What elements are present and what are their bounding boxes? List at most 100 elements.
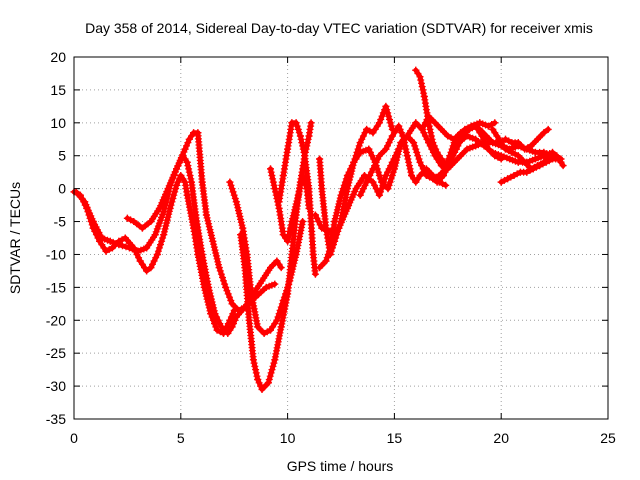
data-point bbox=[457, 152, 465, 160]
x-tick-label: 10 bbox=[280, 430, 296, 446]
data-point bbox=[279, 172, 287, 179]
data-point bbox=[403, 152, 411, 160]
data-point bbox=[508, 148, 516, 156]
data-point bbox=[431, 119, 439, 127]
data-point bbox=[476, 119, 484, 127]
data-point bbox=[484, 145, 492, 153]
data-point bbox=[198, 178, 206, 186]
data-point bbox=[318, 185, 326, 193]
data-point bbox=[207, 310, 215, 318]
data-point bbox=[258, 385, 266, 393]
x-tick-label: 5 bbox=[177, 430, 185, 446]
data-point bbox=[544, 125, 552, 133]
data-point bbox=[497, 178, 505, 186]
data-point bbox=[420, 165, 428, 173]
data-point bbox=[275, 198, 283, 206]
data-point bbox=[316, 264, 324, 272]
data-point bbox=[375, 119, 383, 127]
data-point bbox=[534, 135, 541, 143]
data-point bbox=[482, 132, 490, 140]
data-point bbox=[369, 178, 377, 186]
data-point bbox=[446, 158, 454, 166]
data-point bbox=[183, 191, 191, 199]
data-point bbox=[531, 148, 539, 156]
data-point bbox=[457, 129, 465, 137]
data-point bbox=[553, 152, 561, 160]
data-point bbox=[491, 119, 499, 127]
data-point bbox=[228, 300, 236, 308]
data-point bbox=[497, 155, 505, 163]
data-point bbox=[469, 122, 477, 130]
data-point bbox=[514, 152, 522, 160]
data-point bbox=[440, 172, 447, 179]
data-point bbox=[540, 158, 548, 166]
data-point bbox=[437, 155, 445, 163]
x-tick-label: 25 bbox=[600, 430, 616, 446]
data-point bbox=[288, 251, 296, 258]
data-point bbox=[427, 172, 435, 179]
data-point bbox=[173, 181, 180, 189]
data-point bbox=[420, 93, 428, 100]
data-point bbox=[296, 132, 304, 140]
data-point bbox=[489, 125, 497, 133]
data-point bbox=[388, 158, 396, 166]
data-series bbox=[70, 66, 567, 393]
data-point bbox=[316, 155, 324, 163]
data-point bbox=[232, 198, 240, 206]
data-point bbox=[220, 329, 227, 337]
data-point bbox=[115, 237, 123, 245]
data-point bbox=[299, 218, 307, 225]
series-16 bbox=[489, 125, 565, 173]
data-point bbox=[384, 185, 392, 193]
data-point bbox=[318, 224, 326, 232]
y-tick-label: -20 bbox=[46, 312, 66, 328]
data-point bbox=[416, 158, 424, 166]
data-point bbox=[76, 191, 84, 199]
data-point bbox=[164, 185, 172, 193]
x-tick-label: 0 bbox=[70, 430, 78, 446]
data-point bbox=[209, 237, 217, 245]
data-point bbox=[194, 251, 202, 258]
data-point bbox=[273, 257, 281, 265]
data-point bbox=[531, 155, 539, 163]
data-point bbox=[106, 237, 114, 245]
data-point bbox=[516, 168, 524, 176]
data-point bbox=[284, 237, 292, 245]
data-point bbox=[190, 224, 198, 232]
data-point bbox=[399, 132, 407, 140]
data-point bbox=[416, 172, 424, 179]
y-axis-label: SDTVAR / TECUs bbox=[7, 182, 23, 294]
series-3 bbox=[70, 172, 238, 337]
data-point bbox=[410, 139, 418, 147]
data-point bbox=[222, 283, 230, 291]
data-point bbox=[356, 139, 364, 147]
data-point bbox=[279, 231, 287, 239]
y-tick-label: -15 bbox=[46, 279, 66, 295]
data-point bbox=[326, 227, 334, 235]
data-point bbox=[181, 178, 189, 186]
data-point bbox=[546, 152, 554, 160]
data-point bbox=[388, 132, 396, 140]
data-point bbox=[130, 244, 138, 252]
data-point bbox=[322, 257, 330, 265]
data-point bbox=[343, 204, 351, 212]
data-point bbox=[177, 172, 185, 179]
series-5 bbox=[237, 119, 315, 393]
data-point bbox=[194, 129, 202, 137]
data-point bbox=[138, 224, 146, 232]
data-point bbox=[292, 119, 300, 127]
data-point bbox=[267, 264, 274, 272]
data-point bbox=[412, 119, 420, 127]
y-tick-label: 20 bbox=[50, 49, 66, 65]
data-point bbox=[369, 129, 377, 137]
y-tick-label: -10 bbox=[46, 246, 66, 262]
data-point bbox=[540, 148, 548, 156]
data-point bbox=[416, 73, 424, 81]
data-point bbox=[267, 165, 274, 173]
data-point bbox=[294, 191, 302, 199]
y-tick-label: -30 bbox=[46, 378, 66, 394]
data-point bbox=[89, 224, 97, 232]
series-10 bbox=[311, 119, 565, 235]
data-point bbox=[173, 165, 180, 173]
